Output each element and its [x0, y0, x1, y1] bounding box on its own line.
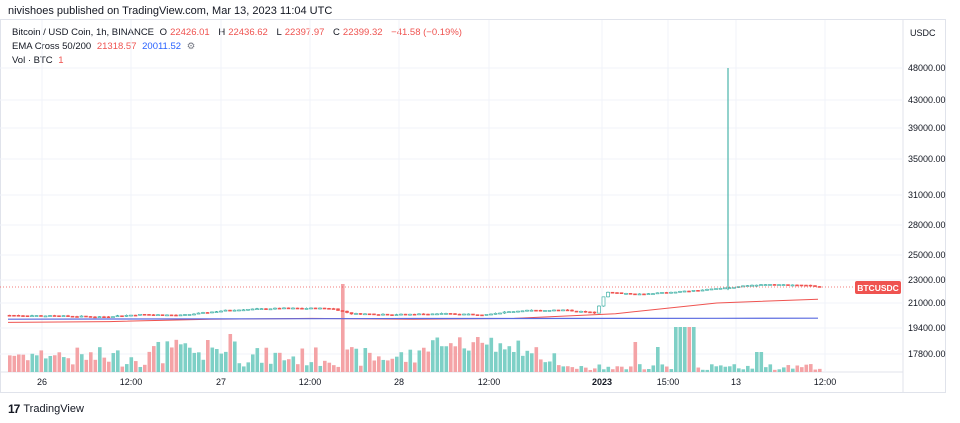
change-value: −41.58 (−0.19%) — [391, 27, 462, 38]
ema-fast-value: 21318.57 — [96, 41, 137, 52]
vol-label[interactable]: Vol · BTC — [12, 55, 53, 66]
low-value: 22397.97 — [284, 27, 325, 38]
ohlc-close: C 22399.32 — [333, 27, 386, 38]
close-value: 22399.32 — [342, 27, 383, 38]
open-value: 22426.01 — [170, 27, 210, 38]
ema-label[interactable]: EMA Cross 50/200 — [12, 41, 92, 52]
close-label: C — [333, 27, 340, 38]
ohlc-open: O 22426.01 — [160, 27, 213, 38]
brand-name: TradingView — [23, 403, 84, 415]
low-label: L — [276, 27, 282, 38]
gear-icon[interactable]: ⚙ — [186, 41, 196, 52]
legend-vol-row: Vol · BTC 1 — [12, 55, 67, 66]
tradingview-logo-icon: 17 — [8, 402, 20, 416]
symbol-title[interactable]: Bitcoin / USD Coin, 1h, BINANCE — [12, 27, 155, 38]
legend-symbol-row: Bitcoin / USD Coin, 1h, BINANCE O 22426.0… — [12, 27, 465, 38]
high-label: H — [218, 27, 226, 38]
open-label: O — [159, 27, 168, 38]
legend-ema-row: EMA Cross 50/200 21318.57 20011.52 ⚙ — [12, 41, 198, 52]
ohlc-low: L 22397.97 — [276, 27, 327, 38]
chart-frame — [0, 19, 946, 393]
ohlc-high: H 22436.62 — [218, 27, 271, 38]
publisher-line: nivishoes published on TradingView.com, … — [8, 5, 333, 17]
vol-value: 1 — [58, 55, 64, 66]
ema-slow-value: 20011.52 — [142, 41, 182, 52]
tradingview-logo[interactable]: 17 TradingView — [8, 402, 84, 416]
high-value: 22436.62 — [228, 27, 268, 38]
